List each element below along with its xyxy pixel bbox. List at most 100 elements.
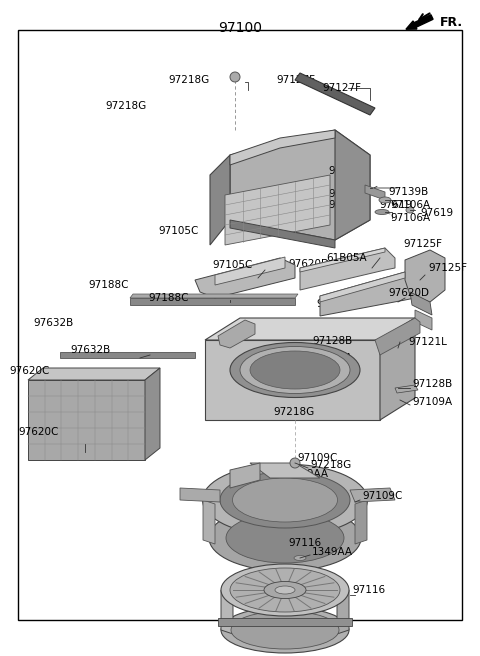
Ellipse shape (294, 556, 306, 560)
Text: 1349AA: 1349AA (312, 547, 353, 557)
Text: 97127F: 97127F (276, 75, 315, 85)
Text: 97139B: 97139B (329, 165, 369, 176)
Text: 97128B: 97128B (412, 379, 452, 389)
Circle shape (230, 72, 240, 82)
Polygon shape (218, 320, 255, 348)
Polygon shape (320, 272, 415, 316)
Text: 97218G: 97218G (310, 460, 351, 470)
Polygon shape (410, 292, 432, 315)
Ellipse shape (220, 472, 350, 528)
Text: 97106A: 97106A (329, 188, 369, 199)
Text: 97620C: 97620C (18, 427, 59, 437)
Polygon shape (130, 298, 295, 305)
Polygon shape (295, 73, 375, 115)
Text: 97632B: 97632B (70, 345, 110, 355)
Text: 97125F: 97125F (428, 263, 467, 273)
Polygon shape (375, 318, 420, 355)
Text: 97218G: 97218G (168, 75, 209, 85)
Polygon shape (60, 352, 195, 358)
Text: 97188C: 97188C (89, 280, 129, 291)
Ellipse shape (203, 464, 368, 536)
Polygon shape (28, 380, 145, 460)
Polygon shape (337, 590, 349, 634)
Text: 97620D: 97620D (288, 258, 329, 269)
Polygon shape (215, 257, 285, 285)
Ellipse shape (240, 346, 350, 394)
Polygon shape (218, 618, 352, 626)
Polygon shape (405, 250, 445, 302)
Polygon shape (335, 130, 370, 240)
Polygon shape (210, 155, 230, 245)
Text: 97128B: 97128B (312, 336, 352, 346)
Text: 1349AA: 1349AA (288, 468, 329, 479)
Ellipse shape (221, 607, 349, 653)
Text: 97100: 97100 (218, 21, 262, 35)
Text: 97116: 97116 (352, 585, 385, 595)
Text: 97109C: 97109C (298, 453, 338, 463)
Ellipse shape (264, 581, 306, 598)
Text: 97109A: 97109A (412, 397, 452, 407)
Polygon shape (180, 488, 220, 502)
Text: 97105C: 97105C (158, 226, 199, 236)
Ellipse shape (379, 197, 391, 203)
Polygon shape (145, 368, 160, 460)
Polygon shape (250, 463, 320, 478)
Ellipse shape (232, 478, 337, 522)
Text: FR.: FR. (440, 16, 463, 28)
Polygon shape (230, 463, 260, 488)
Polygon shape (230, 130, 370, 240)
Text: 97218G: 97218G (106, 101, 147, 112)
Ellipse shape (221, 564, 349, 616)
Text: 97127F: 97127F (322, 83, 361, 93)
Text: 97106A: 97106A (390, 213, 430, 223)
Text: 97620C: 97620C (10, 365, 50, 376)
Polygon shape (350, 488, 395, 502)
FancyArrow shape (406, 14, 433, 30)
Polygon shape (395, 385, 418, 393)
Text: 97106A: 97106A (390, 200, 430, 210)
Polygon shape (415, 310, 432, 330)
Polygon shape (355, 500, 367, 544)
Text: 97125F: 97125F (403, 239, 442, 249)
Ellipse shape (230, 342, 360, 398)
Text: 97106A: 97106A (329, 199, 369, 210)
Polygon shape (230, 130, 335, 165)
Polygon shape (221, 590, 233, 634)
Text: 97121L: 97121L (408, 337, 447, 347)
Text: 97619: 97619 (379, 199, 412, 210)
Polygon shape (205, 340, 380, 420)
Ellipse shape (231, 611, 339, 649)
Text: 97116: 97116 (288, 538, 321, 548)
Text: 97105C: 97105C (212, 260, 252, 270)
Polygon shape (195, 258, 295, 298)
Ellipse shape (226, 513, 344, 563)
Polygon shape (28, 368, 160, 380)
Polygon shape (130, 294, 298, 298)
Text: 97620D: 97620D (388, 288, 429, 298)
Ellipse shape (230, 568, 340, 612)
Polygon shape (320, 272, 405, 302)
Polygon shape (380, 318, 415, 420)
Text: 97121L: 97121L (317, 299, 356, 310)
Text: 97109A: 97109A (312, 352, 352, 363)
Text: 97218G: 97218G (274, 407, 315, 417)
Polygon shape (300, 248, 395, 290)
Text: 97188C: 97188C (148, 293, 189, 303)
Text: 61B05A: 61B05A (326, 253, 367, 263)
Ellipse shape (250, 351, 340, 389)
Polygon shape (203, 500, 215, 544)
Bar (18, 30, 462, 620)
Circle shape (290, 458, 300, 468)
Polygon shape (225, 175, 330, 245)
Polygon shape (300, 248, 385, 272)
Text: 97109C: 97109C (362, 491, 402, 501)
Ellipse shape (275, 586, 295, 594)
Ellipse shape (375, 209, 389, 215)
Ellipse shape (406, 207, 414, 213)
Text: 97139B: 97139B (388, 187, 428, 197)
Text: 61B05A: 61B05A (247, 216, 288, 227)
Polygon shape (365, 185, 385, 200)
Text: 97632B: 97632B (34, 318, 74, 328)
Polygon shape (205, 318, 415, 340)
Polygon shape (230, 220, 335, 248)
